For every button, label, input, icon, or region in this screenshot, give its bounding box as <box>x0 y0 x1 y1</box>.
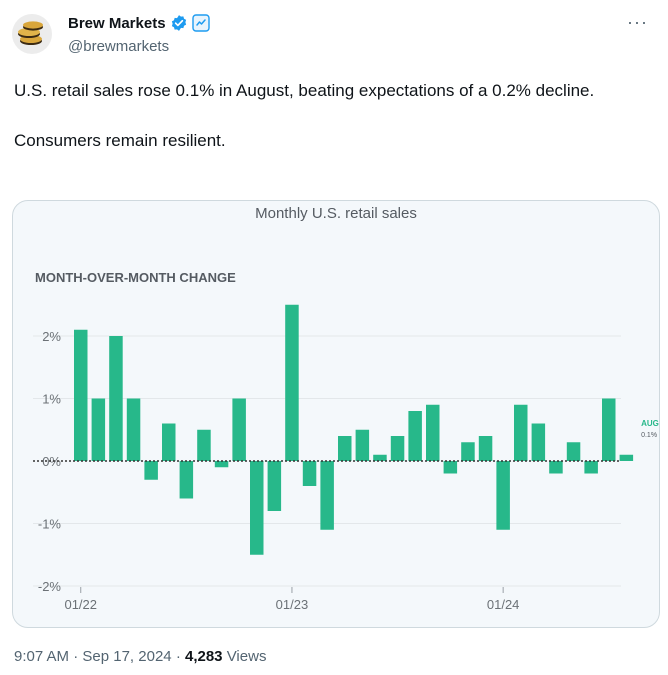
y-tick-label: -1% <box>38 517 62 532</box>
bar-02-24 <box>514 404 528 461</box>
bar-06-22 <box>162 423 176 461</box>
bar-04-22 <box>126 398 141 461</box>
bar-08-23 <box>408 411 422 461</box>
bar-03-22 <box>109 336 123 461</box>
chart-subtitle: MONTH-OVER-MONTH CHANGE <box>35 270 236 285</box>
bar-03-23 <box>320 461 334 530</box>
bar-07-23 <box>390 436 405 461</box>
meta-separator: · <box>73 648 79 665</box>
more-options-icon[interactable]: ··· <box>627 12 648 32</box>
bar-12-23 <box>478 436 493 461</box>
bar-01-24 <box>496 461 510 530</box>
bar-10-22 <box>232 398 246 461</box>
bar-04-24 <box>549 461 563 474</box>
y-tick-label: -2% <box>38 579 62 594</box>
bar-09-22 <box>214 461 229 468</box>
bar-02-23 <box>302 461 317 486</box>
bar-12-22 <box>267 461 282 511</box>
x-axis-tick-labels: 01/22 01/23 01/24 <box>64 587 519 612</box>
account-handle[interactable]: @brewmarkets <box>68 38 170 55</box>
bar-09-23 <box>426 404 440 461</box>
account-name-row: Brew Markets <box>68 14 210 32</box>
bar-02-22 <box>91 398 106 461</box>
latest-value-annotation: AUG-24 0.1% <box>641 419 659 439</box>
avatar-coin-stack-icon <box>18 21 43 45</box>
bar-01-23 <box>285 304 299 461</box>
bar-04-23 <box>338 436 352 461</box>
bar-08-24 <box>619 454 634 461</box>
bar-10-23 <box>443 461 458 474</box>
bar-11-22 <box>250 461 264 555</box>
bar-03-24 <box>531 423 546 461</box>
chart-bars <box>74 304 634 555</box>
affiliate-badge-icon[interactable] <box>191 14 210 32</box>
y-tick-label: 2% <box>42 329 61 344</box>
views-label: Views <box>226 648 267 665</box>
bar-11-23 <box>461 442 475 461</box>
chart-image-card[interactable]: Monthly U.S. retail sales MONTH-OVER-MON… <box>12 200 660 628</box>
meta-separator: · <box>175 648 181 665</box>
x-tick-label: 01/23 <box>276 597 309 612</box>
retail-sales-chart: Monthly U.S. retail sales MONTH-OVER-MON… <box>33 205 659 612</box>
views-count: 4,283 <box>184 648 223 665</box>
chart-title: Monthly U.S. retail sales <box>255 205 417 222</box>
bar-05-23 <box>355 429 370 461</box>
bar-01-22 <box>74 329 88 461</box>
annotation-value: 0.1% <box>641 432 657 439</box>
x-tick-label: 01/22 <box>64 597 97 612</box>
y-tick-label: 1% <box>42 392 61 407</box>
account-name[interactable]: Brew Markets <box>68 14 166 32</box>
tweet-time[interactable]: 9:07 AM <box>14 648 70 665</box>
annotation-label: AUG-24 <box>641 419 659 428</box>
bar-05-22 <box>144 461 158 480</box>
bar-06-24 <box>584 461 598 474</box>
verified-badge-icon <box>171 15 186 31</box>
bar-08-22 <box>197 429 211 461</box>
tweet-text: U.S. retail sales rose 0.1% in August, b… <box>14 81 595 150</box>
x-tick-label: 01/24 <box>487 597 520 612</box>
tweet-meta: 9:07 AM · Sep 17, 2024 · 4,283 Views <box>14 648 266 665</box>
tweet-date[interactable]: Sep 17, 2024 <box>82 648 172 665</box>
y-axis-tick-labels: 2% 1% 0% -1% -2% <box>38 329 62 594</box>
bar-07-22 <box>179 461 194 499</box>
avatar[interactable] <box>12 14 52 54</box>
bar-06-23 <box>373 454 387 461</box>
bar-07-24 <box>602 398 616 461</box>
bar-05-24 <box>566 442 581 461</box>
y-tick-label: 0% <box>42 454 61 469</box>
